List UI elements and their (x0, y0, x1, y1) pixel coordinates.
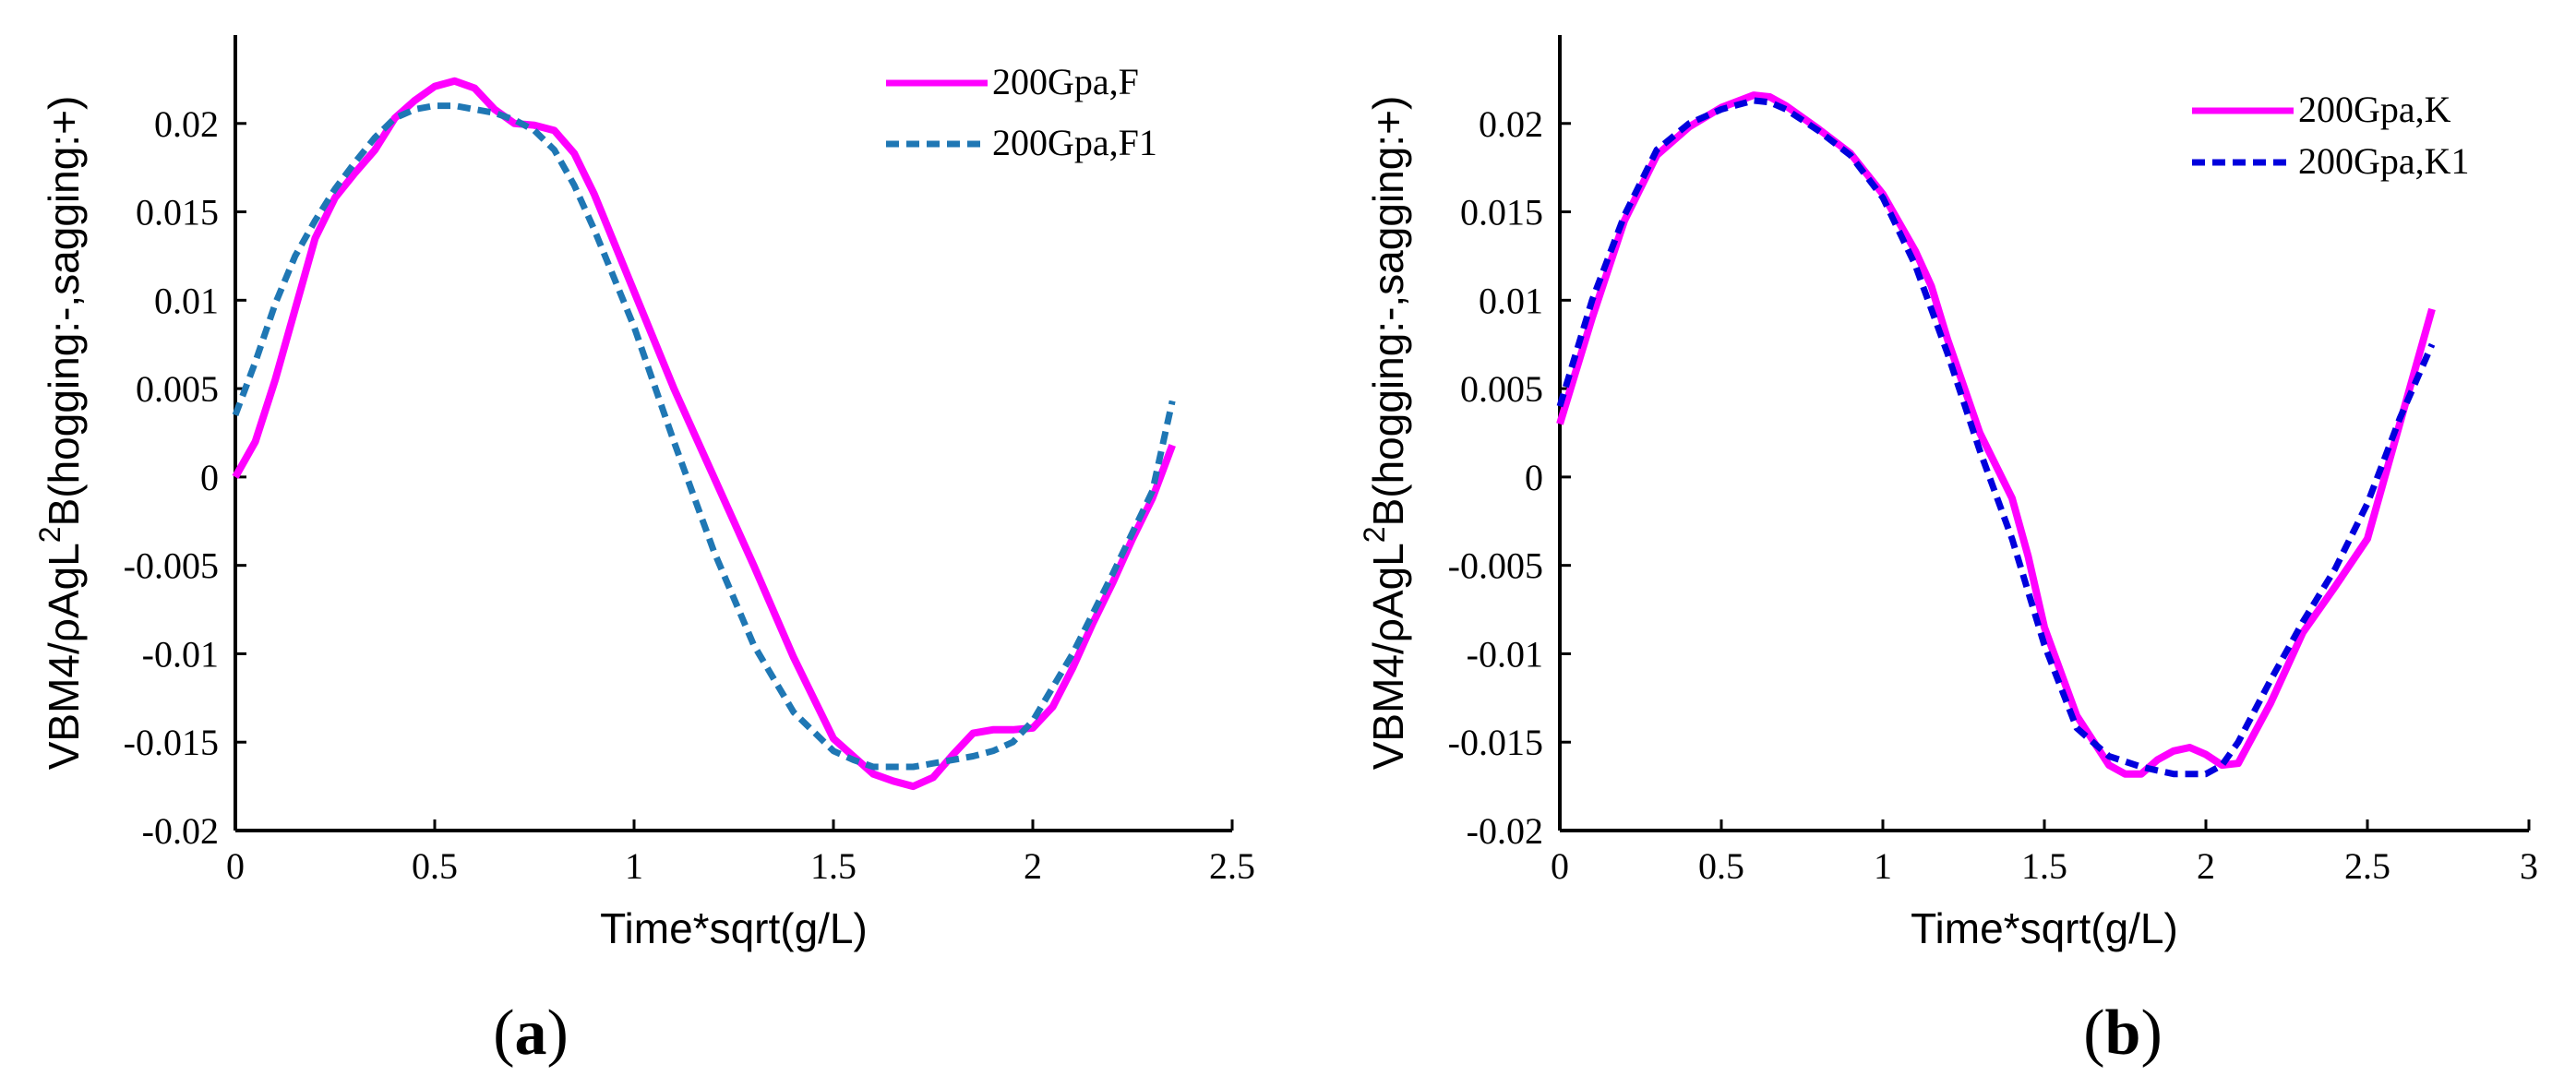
chart-b-y-tick-label: 0.02 (1479, 103, 1543, 145)
chart-a-series-line-2 (232, 102, 1176, 771)
chart-a-y-tick-label: 0 (200, 457, 219, 498)
chart-b-x-tick-label: 2.5 (2344, 845, 2390, 887)
chart-b-series-line-2 (1556, 97, 2436, 778)
chart-a-y-axis-label-sup: 2 (33, 526, 66, 543)
chart-a-legend-label-1: 200Gpa,F (992, 61, 1139, 102)
chart-b-x-tick-label: 0.5 (1698, 845, 1744, 887)
chart-a-panel-label: (a) (493, 998, 569, 1069)
chart-a-x-tick-label: 1.5 (810, 845, 857, 887)
chart-b-legend-label-1: 200Gpa,K (2298, 89, 2451, 130)
chart-b-panel-label: (b) (2083, 998, 2163, 1069)
chart-a-y-tick-label: -0.02 (142, 810, 219, 852)
chart-a-y-tick-label: -0.01 (142, 633, 219, 675)
chart-a-y-axis-label: VBM4/ρAgL2B(hogging:-,sagging:+) (33, 96, 88, 771)
chart-a-y-tick-label: -0.005 (124, 545, 219, 587)
chart-a-panel-label-close: ) (547, 998, 569, 1069)
chart-b-x-tick-label: 2 (2197, 845, 2215, 887)
chart-b-y-axis-label-sup: 2 (1358, 526, 1391, 543)
chart-a-y-tick-label: 0.02 (154, 103, 219, 145)
chart-a-y-tick-label: 0.01 (154, 280, 219, 321)
chart-b-y-tick-label: 0 (1525, 457, 1543, 498)
chart-b-panel-label-letter: b (2105, 998, 2141, 1069)
chart-a-legend-label-2: 200Gpa,F1 (992, 122, 1157, 163)
chart-b-x-tick-label: 3 (2520, 845, 2538, 887)
chart-b: 0 0.5 1 1.5 2 2.5 3 -0.02 -0.015 -0.01 -0.005 0 0.00… (1358, 35, 2538, 1069)
chart-a-panel-label-letter: a (515, 998, 547, 1069)
chart-b-x-tick-label: 0 (1551, 845, 1569, 887)
chart-b-y-tick-label: 0.01 (1479, 280, 1543, 321)
chart-b-panel-label-open: ( (2083, 998, 2104, 1069)
chart-a-y-axis-label-suffix: B(hogging:-,sagging:+) (40, 96, 88, 527)
chart-b-y-tick-label: 0.015 (1460, 192, 1543, 233)
chart-b-panel-label-close: ) (2140, 998, 2162, 1069)
chart-b-x-axis-label: Time*sqrt(g/L) (1911, 904, 2178, 952)
chart-b-x-tick-label: 1.5 (2021, 845, 2067, 887)
chart-b-y-tick-label: 0.005 (1460, 368, 1543, 410)
chart-b-x-tick-label: 1 (1874, 845, 1892, 887)
chart-a: 0 0.5 1 1.5 2 2.5 -0.02 -0.015 -0.01 -0.005 0 0.005… (33, 35, 1255, 1069)
chart-b-y-tick-label: -0.01 (1467, 633, 1543, 675)
chart-a-panel-label-open: ( (493, 998, 514, 1069)
chart-b-series-line-1 (1556, 91, 2436, 778)
chart-a-x-tick-label: 1 (625, 845, 643, 887)
chart-b-y-axis-label-prefix: VBM4/ρAgL (1364, 543, 1412, 770)
chart-a-x-tick-label: 2.5 (1209, 845, 1255, 887)
chart-b-y-tick-label: -0.02 (1467, 810, 1543, 852)
chart-a-y-tick-label: 0.015 (136, 192, 219, 233)
chart-b-y-axis-label-suffix: B(hogging:-,sagging:+) (1364, 96, 1412, 527)
chart-a-y-axis-label-prefix: VBM4/ρAgL (40, 543, 88, 770)
chart-a-x-tick-label: 0 (226, 845, 245, 887)
chart-b-y-axis-label: VBM4/ρAgL2B(hogging:-,sagging:+) (1358, 96, 1412, 771)
chart-b-y-tick-label: -0.005 (1448, 545, 1543, 587)
chart-b-legend-label-2: 200Gpa,K1 (2298, 140, 2470, 182)
chart-a-series-line-1 (232, 77, 1176, 791)
chart-a-x-tick-label: 0.5 (412, 845, 458, 887)
chart-b-y-tick-label: -0.015 (1448, 722, 1543, 763)
chart-a-y-tick-label: 0.005 (136, 368, 219, 410)
chart-a-y-tick-label: -0.015 (124, 722, 219, 763)
chart-a-x-axis-label: Time*sqrt(g/L) (600, 904, 868, 952)
chart-a-x-tick-label: 2 (1024, 845, 1042, 887)
